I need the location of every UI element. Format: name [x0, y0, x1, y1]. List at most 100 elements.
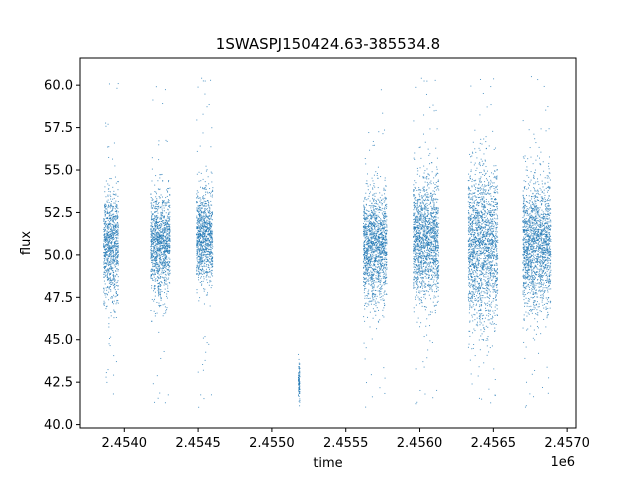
data-point: [382, 246, 384, 248]
data-point: [370, 275, 372, 277]
data-point: [162, 264, 164, 266]
data-point: [436, 282, 438, 284]
data-point: [362, 261, 364, 263]
data-point: [115, 265, 117, 267]
data-point: [373, 284, 375, 286]
data-point: [204, 80, 206, 82]
data-point: [161, 221, 163, 223]
data-point: [377, 177, 379, 179]
data-point: [156, 255, 158, 257]
data-point: [364, 358, 366, 360]
data-point: [201, 234, 203, 236]
data-point: [426, 264, 428, 266]
data-point: [374, 186, 376, 188]
data-point: [116, 268, 118, 270]
data-point: [113, 232, 115, 234]
data-point: [382, 230, 384, 232]
data-point: [212, 231, 214, 233]
data-point: [103, 227, 105, 229]
data-point: [372, 212, 374, 214]
data-point: [372, 236, 374, 238]
data-point: [384, 215, 386, 217]
data-point: [201, 77, 203, 79]
data-point: [105, 275, 107, 277]
data-point: [158, 227, 160, 229]
data-point: [114, 284, 116, 286]
data-point: [117, 235, 119, 237]
data-point: [116, 248, 118, 250]
data-point: [110, 227, 112, 229]
data-point: [372, 249, 374, 251]
data-point: [200, 220, 202, 222]
data-point: [298, 389, 300, 391]
data-point: [364, 230, 366, 232]
data-point: [109, 229, 111, 231]
data-point: [211, 215, 213, 217]
data-point: [379, 292, 381, 294]
data-point: [104, 266, 106, 268]
data-point: [366, 230, 368, 232]
data-point: [113, 142, 115, 144]
data-point: [374, 261, 376, 263]
data-point: [370, 245, 372, 247]
data-point: [379, 275, 381, 277]
data-point: [113, 246, 115, 248]
data-point: [211, 234, 213, 236]
data-point: [378, 259, 380, 261]
data-point: [112, 282, 114, 284]
data-point: [211, 247, 213, 249]
data-point: [150, 202, 152, 204]
data-point: [366, 218, 368, 220]
data-point: [436, 208, 438, 210]
data-point: [160, 236, 162, 238]
data-point: [414, 220, 416, 222]
data-point: [385, 283, 387, 285]
data-point: [163, 247, 165, 249]
data-point: [106, 234, 108, 236]
data-point: [200, 253, 202, 255]
data-point: [205, 265, 207, 267]
data-point: [363, 235, 365, 237]
data-point: [208, 212, 210, 214]
data-point: [152, 273, 154, 275]
data-point: [377, 245, 379, 247]
data-point: [380, 241, 382, 243]
data-point: [151, 226, 153, 228]
data-point: [437, 180, 439, 182]
data-point: [207, 260, 209, 262]
data-point: [373, 303, 375, 305]
data-point: [366, 249, 368, 251]
data-point: [379, 222, 381, 224]
data-point: [373, 216, 375, 218]
data-point: [169, 235, 171, 237]
data-point: [206, 223, 208, 225]
data-point: [433, 252, 435, 254]
data-point: [209, 225, 211, 227]
data-point: [163, 222, 165, 224]
data-point: [107, 206, 109, 208]
data-point: [158, 266, 160, 268]
data-point: [368, 214, 370, 216]
data-point: [385, 268, 387, 270]
data-point: [365, 278, 367, 280]
data-point: [366, 258, 368, 260]
data-point: [200, 233, 202, 235]
data-point: [375, 225, 377, 227]
data-point: [382, 243, 384, 245]
data-point: [204, 266, 206, 268]
data-point: [298, 362, 300, 364]
data-point: [151, 219, 153, 221]
data-point: [197, 253, 199, 255]
data-point: [205, 236, 207, 238]
data-point: [369, 213, 371, 215]
data-point: [158, 235, 160, 237]
data-point: [428, 227, 430, 229]
data-point: [152, 230, 154, 232]
data-point: [209, 253, 211, 255]
data-point: [211, 190, 213, 192]
data-point: [299, 363, 301, 365]
data-point: [163, 266, 165, 267]
data-point: [363, 200, 365, 202]
data-point: [204, 251, 206, 253]
data-point: [108, 287, 110, 289]
